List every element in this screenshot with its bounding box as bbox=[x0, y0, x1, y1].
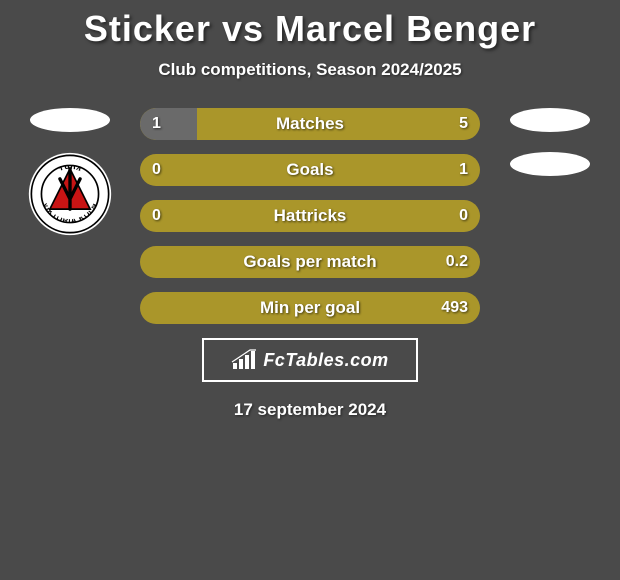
right-player-photo-placeholder bbox=[510, 108, 590, 132]
stat-row: 0Hattricks0 bbox=[140, 200, 480, 232]
date-label: 17 september 2024 bbox=[0, 400, 620, 420]
right-player-column bbox=[500, 108, 600, 196]
comparison-panel: 1904 VIKTORIA KÖLN 1Matches50Goals10Hatt… bbox=[0, 108, 620, 324]
stat-right-value: 0.2 bbox=[446, 246, 468, 278]
brand-box: FcTables.com bbox=[202, 338, 418, 382]
left-club-logo: 1904 VIKTORIA KÖLN bbox=[28, 152, 112, 236]
stat-right-value: 5 bbox=[459, 108, 468, 140]
page-title: Sticker vs Marcel Benger bbox=[0, 0, 620, 50]
stat-row: 1Matches5 bbox=[140, 108, 480, 140]
stat-label: Hattricks bbox=[140, 200, 480, 232]
right-club-logo-placeholder bbox=[510, 152, 590, 176]
stat-right-value: 0 bbox=[459, 200, 468, 232]
left-player-column: 1904 VIKTORIA KÖLN bbox=[20, 108, 120, 236]
stats-bars: 1Matches50Goals10Hattricks0Goals per mat… bbox=[140, 108, 480, 324]
stat-label: Goals bbox=[140, 154, 480, 186]
stat-label: Matches bbox=[140, 108, 480, 140]
stat-label: Min per goal bbox=[140, 292, 480, 324]
stat-right-value: 1 bbox=[459, 154, 468, 186]
stat-row: Min per goal493 bbox=[140, 292, 480, 324]
brand-text: FcTables.com bbox=[263, 350, 388, 371]
stat-row: 0Goals1 bbox=[140, 154, 480, 186]
stat-right-value: 493 bbox=[441, 292, 468, 324]
subtitle: Club competitions, Season 2024/2025 bbox=[0, 60, 620, 80]
brand-chart-icon bbox=[231, 349, 257, 371]
stat-label: Goals per match bbox=[140, 246, 480, 278]
stat-row: Goals per match0.2 bbox=[140, 246, 480, 278]
left-player-photo-placeholder bbox=[30, 108, 110, 132]
